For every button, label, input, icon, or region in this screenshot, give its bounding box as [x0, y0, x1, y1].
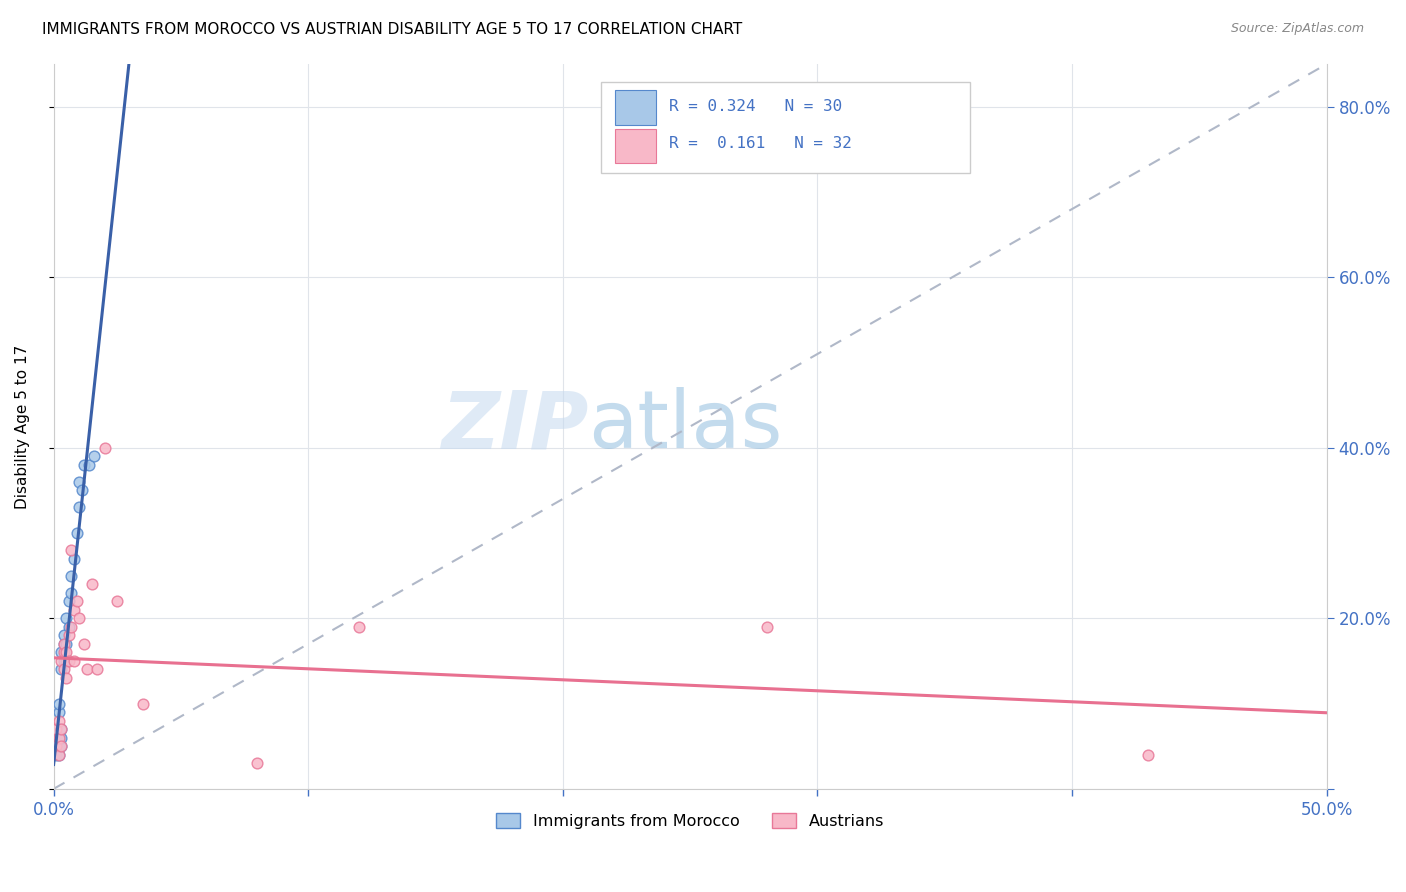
Point [63, 603, 86, 617]
Point [77, 458, 100, 472]
Point [58, 628, 80, 642]
Point [105, 594, 128, 608]
Point [55, 654, 77, 668]
Point [55, 671, 77, 685]
Point [58, 654, 80, 668]
Point [55, 645, 77, 659]
Point [80, 577, 103, 591]
Point [48, 731, 70, 745]
Point [60, 620, 83, 634]
Point [76, 663, 98, 677]
Point [755, 620, 778, 634]
Point [51, 645, 73, 659]
Y-axis label: Disability Age 5 to 17: Disability Age 5 to 17 [15, 344, 30, 508]
Point [48, 697, 70, 711]
Point [52, 628, 75, 642]
Point [52, 637, 75, 651]
Text: Source: ZipAtlas.com: Source: ZipAtlas.com [1230, 22, 1364, 36]
Point [45, 722, 67, 736]
FancyBboxPatch shape [600, 82, 970, 173]
Point [51, 654, 73, 668]
Point [347, 620, 370, 634]
Point [1137, 747, 1160, 762]
Point [51, 739, 73, 754]
Point [246, 756, 269, 771]
Point [45, 739, 67, 754]
FancyBboxPatch shape [614, 90, 655, 125]
Text: atlas: atlas [588, 387, 783, 466]
Point [48, 731, 70, 745]
FancyBboxPatch shape [614, 128, 655, 163]
Point [60, 586, 83, 600]
Point [58, 594, 80, 608]
Point [51, 722, 73, 736]
Point [58, 620, 80, 634]
Point [55, 611, 77, 625]
Point [132, 697, 155, 711]
Point [52, 663, 75, 677]
Point [60, 543, 83, 558]
Point [51, 663, 73, 677]
Point [51, 722, 73, 736]
Legend: Immigrants from Morocco, Austrians: Immigrants from Morocco, Austrians [491, 807, 890, 835]
Point [73, 637, 96, 651]
Point [60, 568, 83, 582]
Point [65, 526, 87, 541]
Point [70, 483, 93, 498]
Text: R =  0.161   N = 32: R = 0.161 N = 32 [668, 136, 852, 152]
Point [65, 594, 87, 608]
Point [93, 441, 115, 455]
Point [83, 450, 105, 464]
Point [51, 739, 73, 754]
Text: R = 0.324   N = 30: R = 0.324 N = 30 [668, 99, 842, 113]
Point [45, 739, 67, 754]
Point [48, 705, 70, 719]
Point [52, 645, 75, 659]
Point [67, 500, 90, 515]
Point [51, 731, 73, 745]
Point [48, 739, 70, 754]
Point [55, 637, 77, 651]
Point [48, 747, 70, 762]
Point [73, 458, 96, 472]
Text: ZIP: ZIP [441, 387, 588, 466]
Point [48, 747, 70, 762]
Point [67, 475, 90, 489]
Point [45, 747, 67, 762]
Point [48, 714, 70, 728]
Point [63, 654, 86, 668]
Point [67, 611, 90, 625]
Point [52, 654, 75, 668]
Text: IMMIGRANTS FROM MOROCCO VS AUSTRIAN DISABILITY AGE 5 TO 17 CORRELATION CHART: IMMIGRANTS FROM MOROCCO VS AUSTRIAN DISA… [42, 22, 742, 37]
Point [52, 637, 75, 651]
Point [63, 551, 86, 566]
Point [86, 663, 108, 677]
